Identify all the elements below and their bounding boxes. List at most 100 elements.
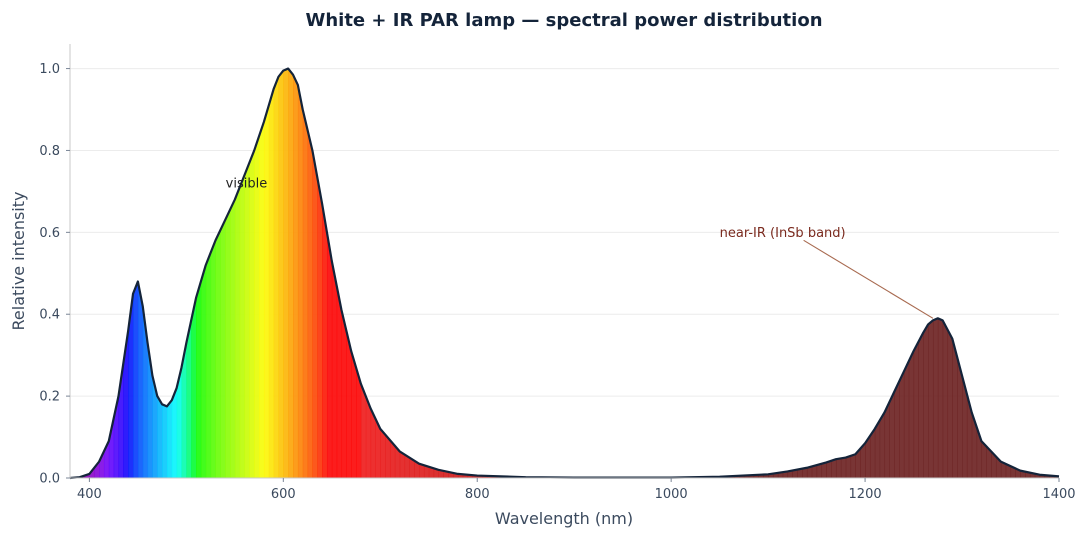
spectrum-fill-strip — [937, 318, 944, 478]
spectrum-fill-strip — [84, 473, 90, 478]
spectrum-fill-strip — [268, 89, 275, 478]
spectrum-fill-strip — [758, 474, 764, 478]
y-tick-label: 0.2 — [39, 390, 60, 405]
spectrum-fill-strip — [128, 293, 134, 478]
spectrum-fill-strip — [365, 396, 372, 478]
spectrum-fill-strip — [448, 471, 454, 478]
spectrum-fill-strip — [360, 383, 367, 478]
spectrum-fill-strip — [782, 471, 789, 478]
spectrum-fill-strip — [297, 84, 304, 478]
spectrum-fill-strip — [113, 396, 120, 478]
spectrum-fill-strip — [748, 475, 755, 478]
spectrum-fill-strip — [831, 459, 837, 478]
y-tick-label: 0.6 — [39, 226, 60, 241]
chart-title: White + IR PAR lamp — spectral power dis… — [305, 10, 822, 31]
x-tick-label: 800 — [465, 487, 490, 502]
annotation-label: near-IR (InSb band) — [720, 226, 846, 241]
spectrum-fill-strip — [103, 441, 110, 478]
spectrum-fill-strip — [806, 466, 813, 478]
spectrum-fill-strip — [191, 297, 197, 478]
spectrum-fill-strip — [1029, 472, 1036, 478]
spectrum-fill-strip — [845, 455, 852, 478]
spectrum-fill-strip — [879, 412, 886, 478]
spectrum-fill-strip — [302, 109, 309, 478]
spectrum-fill-strip — [826, 460, 832, 478]
spectrum-fill-strip — [802, 467, 808, 478]
spectrum-fill-strip — [244, 162, 250, 478]
spectrum-fill-strip — [840, 457, 847, 478]
spectrum-fill-strip — [850, 454, 856, 478]
spectrum-fill-strip — [317, 177, 323, 478]
spectrum-fill-strip — [176, 367, 183, 478]
spectrum-fill-strip — [293, 74, 299, 478]
spectrum-fill-strip — [821, 462, 827, 478]
spectrum-fill-strip — [884, 402, 890, 478]
spectrum-fill-strip — [394, 445, 401, 478]
spectrum-fill-strip — [428, 466, 435, 478]
spectrum-fill-strip — [957, 357, 963, 478]
spectrum-fill-strip — [787, 470, 793, 478]
spectrum-fill-strip — [259, 121, 265, 478]
ticks: 400 600 800 1000 1200 1400 0.0 0.2 0.4 0.6 0.8 1.0 — [39, 62, 1075, 502]
spectrum-fill-strip — [942, 320, 949, 478]
spectrum-fill-strip — [99, 451, 105, 478]
spectrum-fill-strip — [743, 475, 750, 478]
spectrum-fill-strip — [1005, 463, 1012, 478]
spectrum-fill-strip — [356, 367, 362, 478]
spectrum-fill-strip — [932, 318, 939, 478]
spectrum-fill-strip — [312, 150, 318, 478]
annotation-label: visible — [226, 177, 268, 192]
spectrum-fill-strip — [414, 460, 420, 478]
spectrum-fill-strip — [137, 281, 144, 478]
spectrum-fill-strip — [1010, 466, 1016, 478]
spectrum-fill-strip — [147, 342, 154, 478]
spectrum-fill-strip — [225, 209, 231, 478]
spectrum-fill-strip — [467, 474, 473, 478]
spectrum-fill-strip — [835, 458, 842, 478]
spectrum-fill-strip — [273, 76, 280, 478]
spectrum-fill-strip — [341, 310, 347, 478]
spectrum-fill-strip — [768, 473, 774, 478]
x-tick-label: 400 — [77, 487, 102, 502]
spectrum-fill-strip — [370, 408, 377, 478]
spectrum-fill-strip — [865, 436, 871, 478]
x-tick-label: 1000 — [655, 487, 688, 502]
spectrum-fill-strip — [477, 475, 483, 478]
spectrum-fill-strip — [200, 265, 207, 478]
spectrum-fill-strip — [288, 68, 294, 478]
spectrum-fill-strip — [1044, 475, 1050, 478]
spectrum-fill-strip — [462, 474, 469, 478]
spectrum-fill-strip — [239, 175, 246, 478]
spectrum-fill-strip — [894, 381, 900, 478]
spectrum-fill-strip — [196, 281, 202, 478]
spectrum-fill-strip — [336, 285, 343, 478]
spectrum-fill-strip — [739, 475, 745, 478]
spectrum-fill — [70, 68, 1059, 478]
spectrum-fill-strip — [874, 420, 881, 478]
y-axis-label: Relative intensity — [9, 192, 28, 331]
spectrum-fill-strip — [971, 412, 978, 478]
spectrum-fill-strip — [389, 440, 396, 478]
spectrum-fill-strip — [118, 363, 124, 478]
spectrum-fill-strip — [1015, 468, 1021, 478]
spectrum-fill-strip — [278, 70, 284, 478]
spectrum-fill-strip — [171, 387, 178, 478]
spectrum-fill-strip — [1025, 471, 1031, 478]
y-tick-label: 0.0 — [39, 472, 60, 487]
spectrum-fill-strip — [753, 474, 760, 478]
spectrum-fill-strip — [346, 330, 352, 478]
spectrum-fill-strip — [913, 341, 920, 478]
spectrum-fill-strip — [326, 232, 333, 478]
spectrum-fill-strip — [472, 475, 478, 478]
spectrum-fill-strip — [399, 451, 406, 478]
spectrum-fill-strip — [792, 469, 798, 478]
x-axis-label: Wavelength (nm) — [495, 509, 633, 528]
annotations: visible near-IR (InSb band) — [226, 177, 934, 319]
spectrum-fill-strip — [797, 468, 803, 478]
x-tick-label: 1200 — [849, 487, 882, 502]
spectrum-fill-strip — [380, 428, 386, 478]
spectrum-fill-strip — [908, 351, 915, 478]
spectrum-fill-strip — [186, 320, 192, 478]
